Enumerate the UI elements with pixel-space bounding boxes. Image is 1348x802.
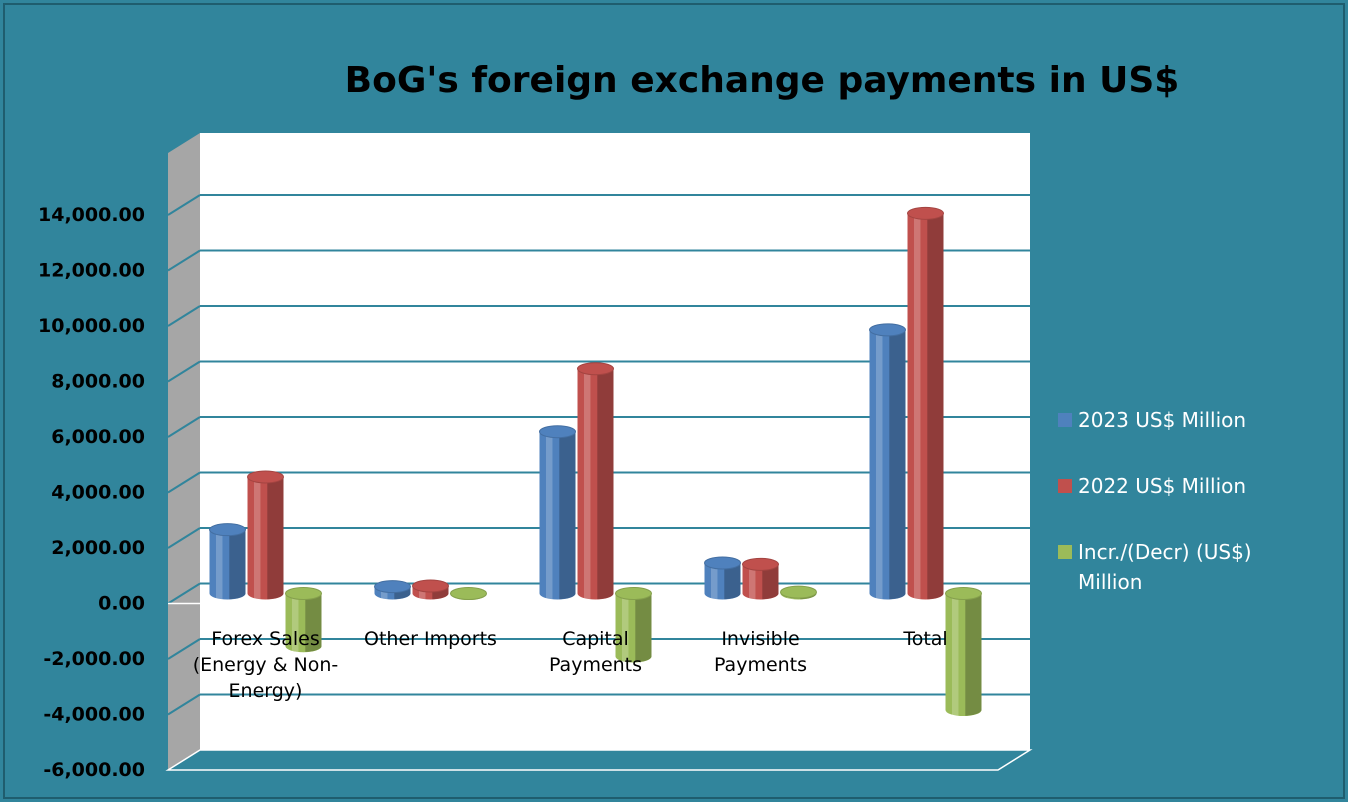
y-tick-label: 0.00	[98, 593, 145, 615]
grid-line-side	[167, 416, 201, 438]
bar-highlight	[748, 564, 756, 600]
y-tick-label: -4,000.00	[43, 704, 145, 726]
bar-highlight	[710, 562, 718, 600]
bar-cap	[374, 580, 411, 594]
legend-swatch	[1058, 545, 1072, 559]
bar-highlight	[621, 593, 629, 663]
grid-line-side	[167, 305, 201, 327]
bar-cap	[780, 585, 817, 599]
grid-line-side	[167, 638, 201, 660]
bar-shade	[927, 213, 944, 600]
bar-cap	[285, 587, 322, 600]
grid-line-side	[167, 194, 201, 216]
bar-shade	[559, 431, 576, 600]
bar-highlight	[545, 431, 553, 600]
side-wall	[168, 133, 200, 770]
grid-line-side	[167, 582, 201, 605]
bar-cap	[247, 470, 284, 484]
bar-highlight	[253, 476, 261, 600]
bar-shade	[229, 529, 246, 600]
legend-swatch	[1058, 479, 1072, 493]
legend-label: 2022 US$ Million	[1078, 474, 1247, 498]
y-tick-label: 6,000.00	[51, 426, 145, 448]
y-tick-label: 10,000.00	[38, 315, 145, 337]
bar-shade	[635, 593, 652, 663]
bar-cap	[450, 587, 487, 600]
chart-title: BoG's foreign exchange payments in US$	[345, 60, 1180, 101]
bar-shade	[965, 593, 982, 716]
floor	[165, 749, 1033, 771]
bar-highlight	[951, 593, 959, 716]
x-tick-label: Forex Sales (Energy & Non-Energy)	[192, 627, 339, 702]
bar-cap	[704, 556, 741, 570]
bar-shade	[597, 368, 614, 600]
grid-line-side	[167, 471, 201, 494]
bar-cap	[209, 523, 246, 537]
bar-highlight	[583, 368, 591, 600]
y-tick-label: 14,000.00	[38, 204, 145, 226]
legend-label: 2023 US$ Million	[1078, 408, 1247, 432]
y-tick-label: -6,000.00	[43, 759, 145, 781]
grid-line-side	[167, 249, 201, 272]
bar-highlight	[875, 329, 883, 600]
bar-highlight	[291, 593, 299, 653]
grid-line-side	[167, 360, 201, 383]
x-tick-label: Other Imports	[364, 627, 497, 650]
bar-cap	[577, 362, 614, 376]
bar-shade	[305, 593, 322, 652]
bar-cap	[615, 587, 652, 600]
y-tick-label: 8,000.00	[51, 371, 145, 393]
x-tick-label: Capital Payments	[548, 627, 643, 676]
y-tick-label: -2,000.00	[43, 648, 145, 670]
bar-cap	[742, 557, 779, 571]
legend-label: Incr./(Decr) (US$) Million	[1078, 540, 1252, 594]
bar-cap	[539, 425, 576, 439]
frame	[3, 3, 1345, 799]
bar-shade	[267, 476, 284, 600]
bar-cap	[945, 587, 982, 600]
bar-highlight	[913, 213, 921, 600]
grid-line-side	[167, 527, 201, 549]
y-tick-label: 4,000.00	[51, 482, 145, 504]
bar-cap	[412, 579, 449, 593]
bar-shade	[724, 562, 741, 600]
x-tick-label: Total	[903, 627, 948, 650]
legend-swatch	[1058, 413, 1072, 427]
grid-line-side	[167, 693, 201, 716]
bar-highlight	[215, 529, 223, 600]
y-tick-label: 12,000.00	[38, 260, 145, 282]
x-tick-label: Invisible Payments	[713, 627, 808, 676]
bar-cap	[869, 323, 906, 337]
bar-shade	[762, 564, 779, 600]
bar-cap	[907, 206, 944, 220]
bar-shade	[889, 329, 906, 600]
y-tick-label: 2,000.00	[51, 537, 145, 559]
